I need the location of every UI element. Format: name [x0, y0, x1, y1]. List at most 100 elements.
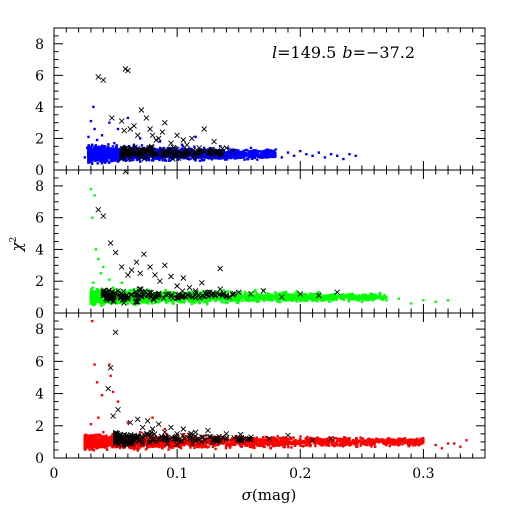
- data-point: [251, 151, 255, 155]
- data-point: [201, 126, 208, 132]
- data-point: [358, 297, 361, 300]
- data-point: [280, 156, 283, 159]
- data-point: [373, 295, 376, 299]
- data-point: [99, 289, 103, 293]
- data-point: [335, 298, 338, 301]
- data-point: [203, 146, 206, 150]
- data-point: [184, 141, 190, 148]
- data-point: [333, 297, 336, 300]
- data-point: [101, 152, 105, 155]
- data-point: [362, 294, 365, 298]
- data-point: [284, 294, 287, 297]
- data-point: [90, 288, 93, 291]
- data-point: [365, 295, 368, 298]
- data-point: [184, 294, 187, 297]
- data-point: [278, 300, 282, 304]
- data-point: [223, 145, 230, 151]
- data-point: [103, 160, 106, 163]
- data-point: [97, 257, 100, 261]
- data-point: [190, 148, 194, 151]
- data-point: [130, 158, 134, 162]
- data-point: [267, 293, 271, 296]
- data-point: [252, 444, 256, 447]
- data-point: [235, 289, 242, 296]
- data-point: [145, 434, 148, 437]
- data-point: [361, 295, 364, 298]
- data-point: [150, 159, 154, 162]
- data-point: [103, 150, 106, 154]
- data-point: [197, 156, 200, 160]
- data-point: [244, 292, 247, 295]
- data-point: [102, 265, 105, 269]
- data-point: [237, 297, 240, 300]
- data-point: [380, 297, 383, 301]
- data-point: [200, 291, 203, 294]
- data-point: [116, 149, 119, 152]
- data-point: [343, 295, 346, 298]
- data-point: [125, 149, 132, 155]
- data-point: [181, 292, 184, 296]
- data-point: [112, 288, 115, 291]
- data-point: [229, 156, 232, 160]
- data-point: [328, 300, 331, 303]
- y-tick-label: 2: [35, 274, 44, 290]
- data-point: [273, 294, 276, 297]
- data-point: [224, 297, 228, 301]
- data-point: [362, 296, 365, 299]
- data-point: [131, 151, 138, 158]
- data-point: [193, 145, 196, 148]
- data-point: [315, 292, 322, 299]
- data-point: [347, 292, 351, 296]
- series-crosses: [95, 170, 341, 306]
- data-point: [204, 445, 208, 448]
- data-point: [320, 297, 324, 300]
- data-point: [95, 147, 98, 150]
- data-point: [239, 291, 242, 294]
- data-point: [182, 150, 188, 157]
- data-point: [114, 299, 118, 302]
- data-point: [89, 301, 93, 304]
- data-point: [340, 296, 344, 299]
- data-point: [211, 157, 214, 160]
- data-point: [206, 154, 210, 158]
- data-point: [306, 294, 309, 298]
- data-point: [173, 295, 180, 301]
- data-point: [190, 294, 194, 297]
- data-point: [371, 293, 374, 296]
- data-point: [303, 294, 306, 298]
- data-point: [109, 295, 116, 301]
- data-point: [83, 156, 86, 159]
- data-point: [130, 146, 136, 153]
- data-point: [286, 298, 290, 302]
- data-point: [206, 289, 213, 295]
- data-point: [180, 156, 184, 160]
- data-point: [138, 107, 145, 113]
- data-point: [252, 297, 256, 301]
- data-point: [87, 152, 90, 156]
- data-point: [346, 293, 349, 297]
- data-point: [134, 153, 138, 156]
- data-point: [92, 281, 95, 284]
- data-point: [255, 300, 258, 303]
- data-point: [280, 294, 283, 297]
- data-point: [249, 152, 253, 155]
- data-point: [256, 150, 259, 154]
- data-point: [157, 148, 160, 151]
- data-point: [172, 294, 176, 297]
- data-point: [195, 445, 199, 448]
- data-point: [278, 294, 285, 300]
- data-point: [90, 149, 93, 152]
- data-point: [188, 148, 191, 152]
- data-point: [140, 298, 143, 301]
- data-point: [170, 144, 177, 151]
- data-point: [284, 291, 287, 295]
- data-point: [147, 126, 153, 132]
- data-point: [375, 296, 378, 300]
- data-point: [323, 299, 327, 302]
- data-point: [126, 299, 129, 302]
- data-point: [95, 74, 102, 80]
- data-point: [249, 294, 253, 297]
- data-point: [179, 149, 182, 152]
- data-point: [274, 297, 277, 301]
- data-point: [248, 291, 254, 297]
